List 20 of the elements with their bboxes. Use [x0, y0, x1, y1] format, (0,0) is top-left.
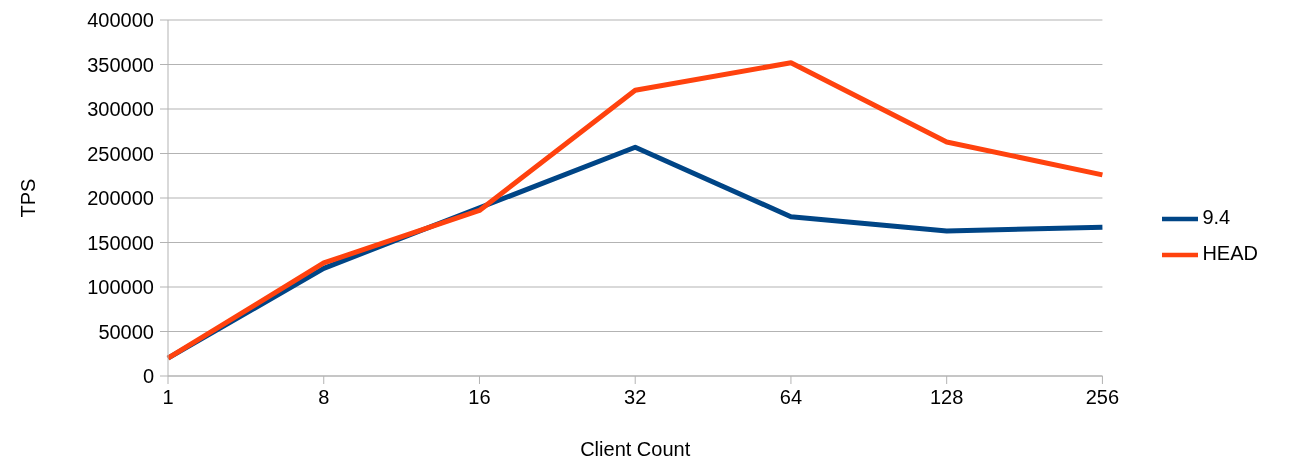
y-axis-title: TPS — [17, 178, 40, 218]
x-tick-label: 1 — [162, 386, 174, 409]
y-tick-label: 350000 — [87, 53, 154, 76]
y-tick-label: 200000 — [87, 187, 154, 210]
x-tick-label: 8 — [318, 386, 330, 409]
legend-label: 9.4 — [1202, 206, 1231, 229]
x-tick-label: 16 — [468, 386, 491, 409]
y-tick-label: 0 — [142, 365, 154, 388]
x-axis-title: Client Count — [580, 438, 691, 460]
y-tick-label: 250000 — [87, 142, 154, 165]
y-tick-label: 50000 — [98, 320, 154, 343]
y-tick-label: 150000 — [87, 231, 154, 254]
y-tick-label: 300000 — [87, 98, 154, 121]
y-tick-label: 400000 — [87, 9, 154, 32]
x-tick-label: 256 — [1085, 386, 1120, 409]
y-tick-label: 100000 — [87, 276, 154, 299]
x-tick-label: 128 — [930, 386, 964, 409]
legend-label: HEAD — [1202, 242, 1258, 265]
x-tick-label: 64 — [779, 386, 803, 409]
x-tick-label: 32 — [624, 386, 647, 409]
